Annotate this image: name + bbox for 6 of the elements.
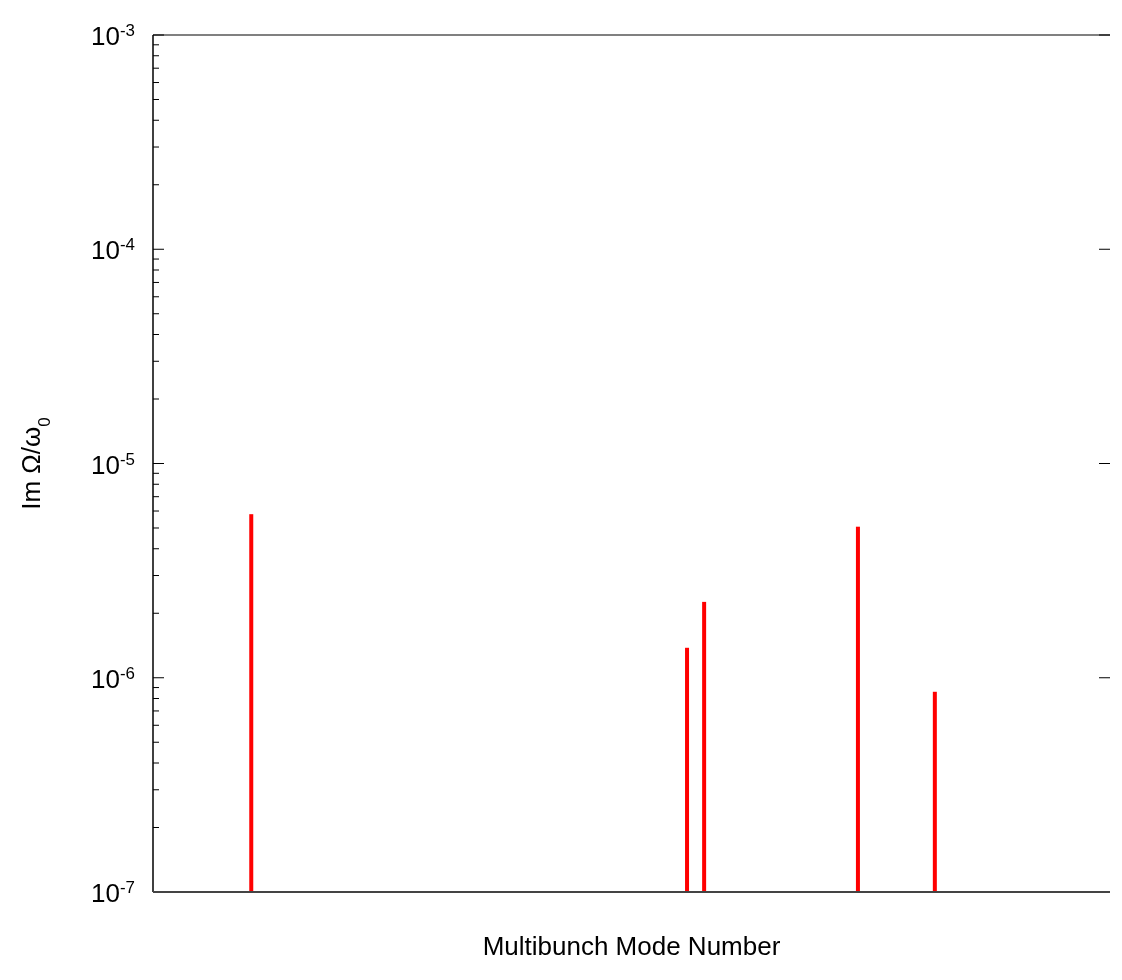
y-tick-label: 10$^{-3}$ xyxy=(91,20,135,51)
y-tick-label: 10$^{-6}$ xyxy=(91,663,135,694)
y-tick-label: 10$^{-5}$ xyxy=(91,449,135,480)
y-tick-label: 10$^{-4}$ xyxy=(91,234,135,266)
x-axis-title: Multibunch Mode Number xyxy=(482,931,781,961)
y-tick-label: 10$^{-7}$ xyxy=(91,877,135,908)
